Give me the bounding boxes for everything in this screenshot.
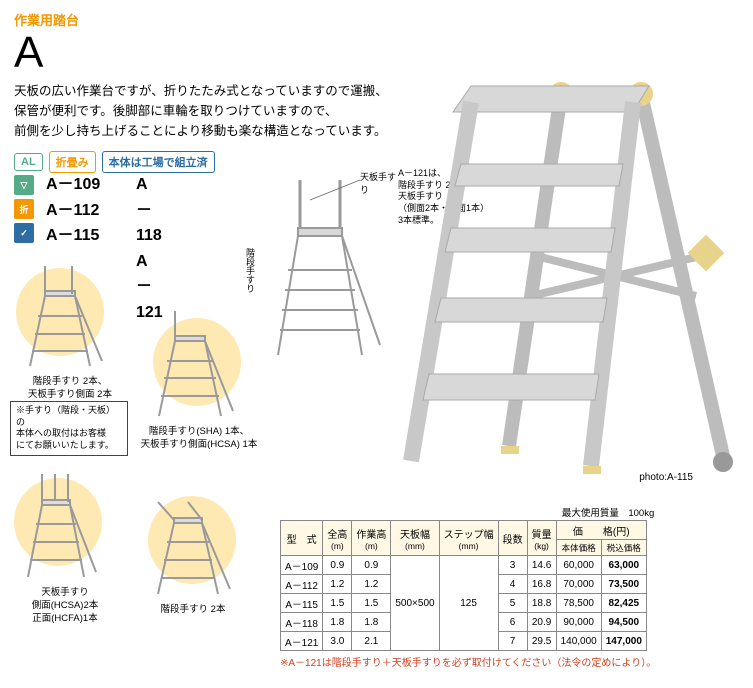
model-number: A－115 xyxy=(46,223,100,249)
model-number: A－112 xyxy=(46,198,100,224)
cell: 140,000 xyxy=(556,632,601,651)
cell: 1.2 xyxy=(352,575,391,594)
cell: 6 xyxy=(498,613,527,632)
cell: 63,000 xyxy=(601,556,646,575)
cell: 73,500 xyxy=(601,575,646,594)
cell: 14.6 xyxy=(527,556,556,575)
cell: 1.8 xyxy=(323,613,352,632)
cell: 18.8 xyxy=(527,594,556,613)
cell: 70,000 xyxy=(556,575,601,594)
table-footnote: ※A－121は階段手すり＋天板手すりを必ず取付けてください（法令の定めにより）。 xyxy=(280,654,656,669)
thumb-caption: 天板手すり 側面(HCSA)2本 正面(HCFA)1本 xyxy=(10,587,120,625)
thumb-caption: 階段手すり(SHA) 1本、 天板手すり側面(HCSA) 1本 xyxy=(135,426,263,452)
cell: 2.1 xyxy=(352,632,391,651)
thumb-variant-4: 階段手すり 2本 xyxy=(138,484,248,617)
cell: A－121 xyxy=(281,632,323,651)
model-number: A－109 xyxy=(46,172,100,198)
callout-stair-handrail: 階段手すり xyxy=(244,248,257,293)
cell: A－115 xyxy=(281,594,323,613)
th: 質量 xyxy=(532,530,552,541)
cell: 82,425 xyxy=(601,594,646,613)
cell: 1.2 xyxy=(323,575,352,594)
badge-aluminum: AL xyxy=(14,153,43,171)
th: 全高 xyxy=(327,530,347,541)
th-price-tax: 税込価格 xyxy=(607,543,641,553)
th-model: 型 式 xyxy=(287,535,317,546)
cell: 20.9 xyxy=(527,613,556,632)
badge-factory-assembled: 本体は工場で組立済 xyxy=(102,151,215,173)
cell: 94,500 xyxy=(601,613,646,632)
callout-top-handrail: 天板手すり xyxy=(360,170,400,196)
th-price-base: 本体価格 xyxy=(562,543,596,553)
cell: 0.9 xyxy=(352,556,391,575)
feature-icon-column: ▽ 折 ✓ xyxy=(14,175,36,247)
model-number: A－118 xyxy=(136,172,163,249)
th: 段数 xyxy=(503,535,523,546)
thumb-variant-1: 階段手すり 2本、 天板手すり側面 2本 xyxy=(10,256,130,402)
category-label: 作業用踏台 xyxy=(14,10,739,29)
spec-table: 型 式 全高(m) 作業高(m) 天板幅(mm) ステップ幅(mm) 段数 質量… xyxy=(280,520,647,651)
cell: 1.5 xyxy=(323,594,352,613)
check-icon: ✓ xyxy=(14,223,34,243)
cell: 1.8 xyxy=(352,613,391,632)
thumb-variant-2: 階段手すり(SHA) 1本、 天板手すり側面(HCSA) 1本 xyxy=(135,296,263,452)
cell: 29.5 xyxy=(527,632,556,651)
cell: 125 xyxy=(439,556,498,651)
spec-section: 最大使用質量 100kg 型 式 全高(m) 作業高(m) 天板幅(mm) ステ… xyxy=(280,505,656,669)
max-load-label: 最大使用質量 100kg xyxy=(280,505,656,519)
cell: A－118 xyxy=(281,613,323,632)
fold-icon: 折 xyxy=(14,199,34,219)
spec-row: A－1090.90.9500×500125314.660,00063,000 xyxy=(281,556,647,575)
cell: 4 xyxy=(498,575,527,594)
th: 天板幅 xyxy=(400,530,430,541)
photo-model-caption: photo:A-115 xyxy=(639,472,693,483)
thumb-caption: 階段手すり 2本、 天板手すり側面 2本 xyxy=(10,376,130,402)
center-ladder-diagram: 天板手すり 階段手すり xyxy=(270,160,400,360)
cell: A－109 xyxy=(281,556,323,575)
cell: 60,000 xyxy=(556,556,601,575)
handrail-install-note: ※手すり（階段・天板）の 本体への取付はお客様 にてお願いいたします。 xyxy=(10,401,128,456)
cell: 3.0 xyxy=(323,632,352,651)
cell: 7 xyxy=(498,632,527,651)
down-icon: ▽ xyxy=(14,175,34,195)
th: 作業高 xyxy=(356,530,386,541)
badge-foldable: 折畳み xyxy=(49,151,96,173)
header-row: 型 式 全高(m) 作業高(m) 天板幅(mm) ステップ幅(mm) 段数 質量… xyxy=(281,521,647,540)
cell: 1.5 xyxy=(352,594,391,613)
cell: A－112 xyxy=(281,575,323,594)
cell: 5 xyxy=(498,594,527,613)
cell: 16.8 xyxy=(527,575,556,594)
cell: 0.9 xyxy=(323,556,352,575)
th-price: 価 格(円) xyxy=(573,527,630,538)
cell: 78,500 xyxy=(556,594,601,613)
thumb-variant-3: 天板手すり 側面(HCSA)2本 正面(HCFA)1本 xyxy=(10,462,120,625)
th: ステップ幅 xyxy=(444,530,494,541)
cell: 90,000 xyxy=(556,613,601,632)
cell: 147,000 xyxy=(601,632,646,651)
main-product-photo xyxy=(401,46,741,476)
model-number-list: A－109 A－112 A－115 A－118 A－121 xyxy=(46,172,100,249)
thumb-caption: 階段手すり 2本 xyxy=(138,604,248,617)
cell: 500×500 xyxy=(391,556,439,651)
cell: 3 xyxy=(498,556,527,575)
